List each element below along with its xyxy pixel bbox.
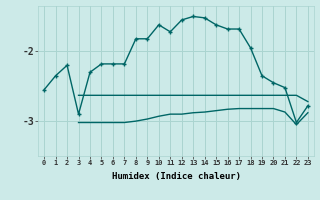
X-axis label: Humidex (Indice chaleur): Humidex (Indice chaleur) xyxy=(111,172,241,181)
